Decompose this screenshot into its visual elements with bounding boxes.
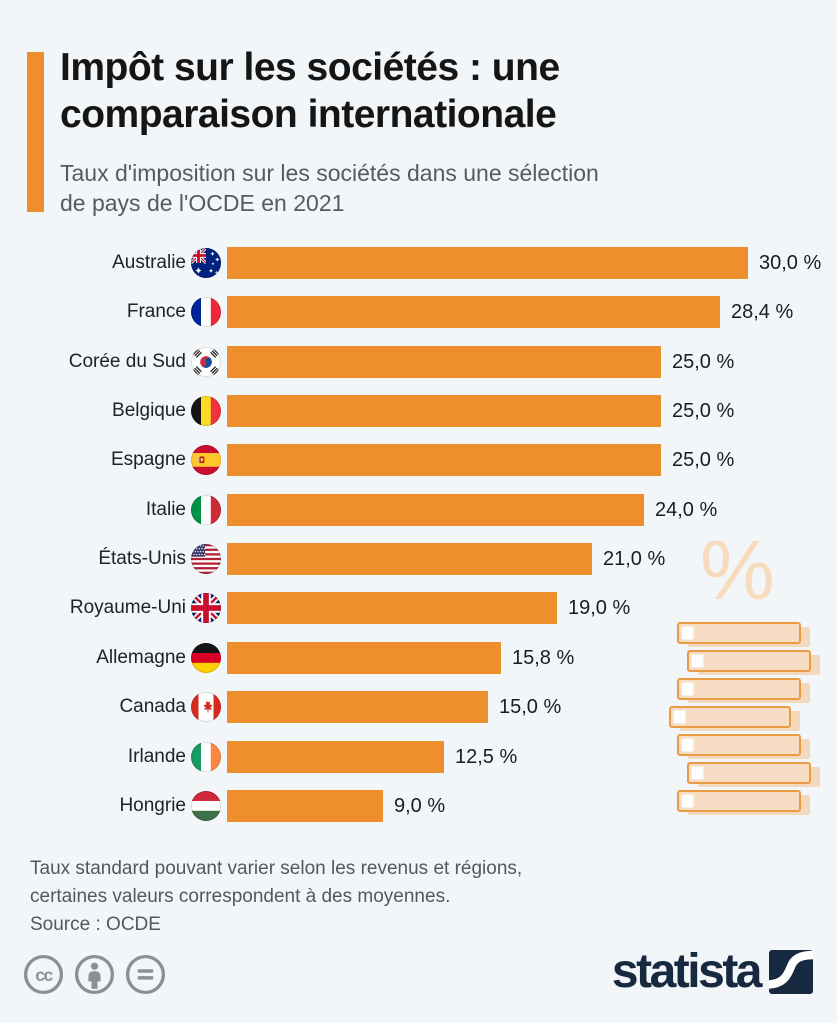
statista-logo[interactable]: statista bbox=[612, 948, 813, 996]
cc-icon[interactable]: cc bbox=[22, 953, 65, 996]
value-label: 15,8 % bbox=[512, 647, 575, 669]
chart-row: Royaume-Uni 19,0 % bbox=[0, 592, 837, 624]
chart-row: Allemagne 15,8 % bbox=[0, 642, 837, 674]
country-label: Espagne bbox=[110, 449, 186, 470]
chart-row: Italie 24,0 % bbox=[0, 494, 837, 526]
spain-flag-icon bbox=[191, 445, 221, 475]
value-label: 19,0 % bbox=[568, 597, 631, 619]
license-icons: cc bbox=[22, 953, 167, 996]
value-bar bbox=[227, 741, 444, 773]
value-bar bbox=[227, 494, 644, 526]
value-label: 12,5 % bbox=[455, 746, 518, 768]
value-bar bbox=[227, 592, 557, 624]
country-label: Royaume-Uni bbox=[69, 597, 186, 618]
hungary-flag-icon bbox=[191, 791, 221, 821]
germany-flag-icon bbox=[191, 643, 221, 673]
canada-flag-icon bbox=[191, 692, 221, 722]
italy-flag-icon bbox=[191, 495, 221, 525]
value-label: 30,0 % bbox=[759, 252, 822, 274]
chart-row: Australie 30,0 % bbox=[0, 247, 837, 279]
usa-flag-icon bbox=[191, 544, 221, 574]
watermark-bars-decoration bbox=[669, 622, 820, 815]
nd-icon[interactable] bbox=[124, 953, 167, 996]
ireland-flag-icon bbox=[191, 742, 221, 772]
australia-flag-icon bbox=[191, 248, 221, 278]
country-label: Australie bbox=[112, 252, 186, 273]
value-bar bbox=[227, 395, 661, 427]
value-bar bbox=[227, 790, 383, 822]
value-bar bbox=[227, 247, 748, 279]
value-label: 25,0 % bbox=[672, 400, 735, 422]
value-bar bbox=[227, 543, 592, 575]
value-label: 9,0 % bbox=[394, 795, 446, 817]
percent-watermark: % bbox=[700, 523, 775, 617]
value-bar bbox=[227, 346, 661, 378]
value-label: 21,0 % bbox=[603, 548, 666, 570]
france-flag-icon bbox=[191, 297, 221, 327]
source-label: Source : OCDE bbox=[30, 914, 161, 935]
value-label: 24,0 % bbox=[655, 499, 718, 521]
value-label: 25,0 % bbox=[672, 449, 735, 471]
country-label: Allemagne bbox=[96, 647, 186, 668]
chart-row: Espagne 25,0 % bbox=[0, 444, 837, 476]
footnote: Taux standard pouvant varier selon les r… bbox=[30, 858, 523, 907]
svg-text:cc: cc bbox=[35, 965, 53, 985]
country-label: Hongrie bbox=[119, 795, 186, 816]
page-title: Impôt sur les sociétés : une comparaison … bbox=[60, 46, 560, 136]
by-icon[interactable] bbox=[73, 953, 116, 996]
country-label: Corée du Sud bbox=[68, 351, 186, 372]
country-label: Canada bbox=[119, 696, 186, 717]
chart-row: Irlande 12,5 % bbox=[0, 741, 837, 773]
value-label: 28,4 % bbox=[731, 301, 794, 323]
value-label: 15,0 % bbox=[499, 696, 562, 718]
uk-flag-icon bbox=[191, 593, 221, 623]
value-bar bbox=[227, 296, 720, 328]
chart-row: Canada 15,0 % bbox=[0, 691, 837, 723]
value-label: 25,0 % bbox=[672, 351, 735, 373]
value-bar bbox=[227, 691, 488, 723]
value-bar bbox=[227, 444, 661, 476]
country-label: Irlande bbox=[127, 746, 186, 767]
chart-row: France 28,4 % bbox=[0, 296, 837, 328]
chart-row: Corée du Sud 25,0 % bbox=[0, 346, 837, 378]
value-bar bbox=[227, 642, 501, 674]
country-label: Belgique bbox=[112, 400, 186, 421]
country-label: Italie bbox=[145, 499, 186, 520]
country-label: États-Unis bbox=[98, 548, 186, 569]
belgium-flag-icon bbox=[191, 396, 221, 426]
country-label: France bbox=[126, 301, 186, 322]
chart-row: Hongrie 9,0 % bbox=[0, 790, 837, 822]
chart-row: États-Unis 21,0 % bbox=[0, 543, 837, 575]
statista-logo-mark bbox=[769, 950, 813, 994]
south-korea-flag-icon bbox=[191, 347, 221, 377]
page-subtitle: Taux d'imposition sur les sociétés dans … bbox=[60, 160, 599, 216]
statista-wordmark: statista bbox=[611, 945, 763, 998]
title-accent-bar bbox=[27, 52, 44, 212]
chart-row: Belgique 25,0 % bbox=[0, 395, 837, 427]
